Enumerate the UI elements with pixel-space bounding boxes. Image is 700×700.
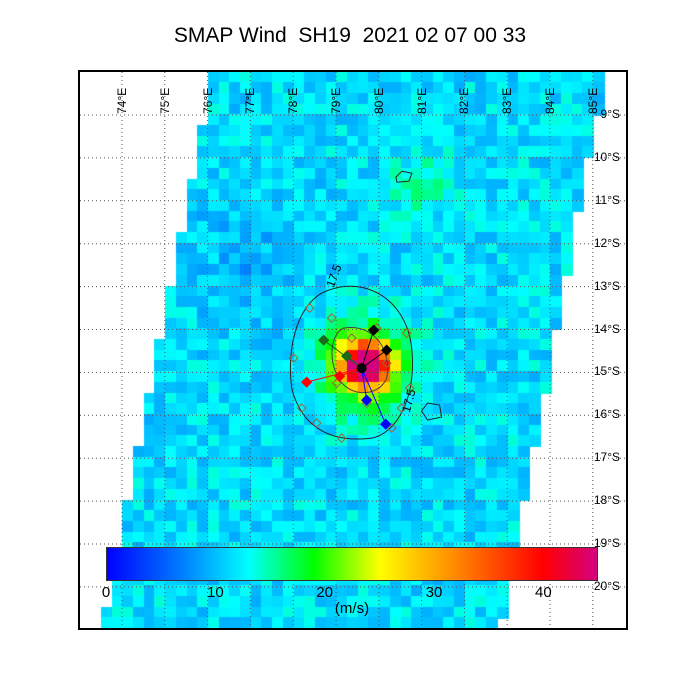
longitude-label: 83°E xyxy=(500,87,515,114)
contour-line xyxy=(420,402,443,421)
latitude-label: 15°S xyxy=(593,364,620,379)
longitude-label: 79°E xyxy=(329,87,343,114)
quadrant-radius-marker xyxy=(346,333,357,344)
colorbar-tick-label: 30 xyxy=(425,584,443,601)
radius-line xyxy=(361,367,387,425)
map-overlay: 17.5 17.5 xyxy=(80,72,626,628)
contour-line xyxy=(289,285,413,440)
radius-line xyxy=(306,367,362,383)
latitude-label: 17°S xyxy=(593,450,620,465)
latitude-label: 11°S xyxy=(594,192,620,207)
latitude-label: 10°S xyxy=(593,149,620,164)
quadrant-radius-marker xyxy=(331,378,342,389)
radius-line xyxy=(361,368,368,401)
longitude-label: 82°E xyxy=(457,87,472,114)
wind-radius-marker xyxy=(301,376,313,388)
wind-radius-marker xyxy=(368,324,380,336)
wind-radius-marker xyxy=(341,350,353,362)
contour-line xyxy=(395,170,413,183)
storm-center-marker xyxy=(356,363,367,374)
colorbar-tick-label: 20 xyxy=(316,584,333,601)
radius-line xyxy=(361,349,387,369)
latitude-label: 18°S xyxy=(593,493,620,508)
longitude-label: 84°E xyxy=(543,87,557,114)
wind-speed-raster xyxy=(80,72,626,628)
wind-radius-marker xyxy=(361,394,373,406)
quadrant-radius-marker xyxy=(326,313,337,324)
latitude-label: 20°S xyxy=(593,578,620,593)
colorbar-tick-label: 10 xyxy=(206,584,224,601)
colorbar-tick-label: 0 xyxy=(101,584,111,601)
longitude-label: 77°E xyxy=(243,87,258,114)
map-frame: 17.5 17.5 74°E 75°E 76°E 77°E 78°E 79°E 80°E 81°… xyxy=(78,70,628,630)
latitude-label: 14°S xyxy=(593,321,620,336)
latitude-label: 12°S xyxy=(593,235,620,250)
wind-radius-marker xyxy=(334,370,346,382)
quadrant-radius-marker xyxy=(296,403,307,414)
wind-radius-marker xyxy=(381,344,393,356)
colorbar-tick-label: 40 xyxy=(534,584,552,601)
quadrant-radius-marker xyxy=(396,403,407,414)
chart-title: SMAP Wind SH19 2021 02 07 00 33 xyxy=(173,24,527,47)
quadrant-radius-marker xyxy=(386,423,397,434)
quadrant-radius-marker xyxy=(404,383,415,394)
quadrant-radius-marker xyxy=(381,358,392,369)
longitude-label: 74°E xyxy=(115,87,129,114)
longitude-label: 80°E xyxy=(371,87,386,114)
longitude-label: 85°E xyxy=(585,87,600,114)
quadrant-radius-marker xyxy=(311,418,322,429)
quadrant-radius-marker xyxy=(401,328,412,339)
wind-radius-marker xyxy=(380,418,392,430)
latitude-label: 13°S xyxy=(593,278,620,293)
latitude-label: 19°S xyxy=(593,536,620,550)
longitude-label: 75°E xyxy=(157,87,172,114)
colorbar xyxy=(106,547,598,581)
latitude-label: 16°S xyxy=(593,407,620,422)
colorbar-unit: (m/s) xyxy=(334,600,370,617)
contour-line xyxy=(331,327,389,394)
wind-radius-marker xyxy=(318,334,330,346)
longitude-label: 78°E xyxy=(286,87,301,114)
radius-line xyxy=(361,329,375,369)
longitude-label: 76°E xyxy=(200,87,215,114)
contour-label: 17.5 xyxy=(323,262,344,289)
contour-label: 17.5 xyxy=(399,387,419,413)
latitude-label: 9°S xyxy=(600,107,620,121)
longitude-label: 81°E xyxy=(414,87,429,114)
quadrant-radius-marker xyxy=(336,433,347,444)
quadrant-radius-marker xyxy=(288,353,299,364)
quadrant-radius-marker xyxy=(304,303,315,314)
